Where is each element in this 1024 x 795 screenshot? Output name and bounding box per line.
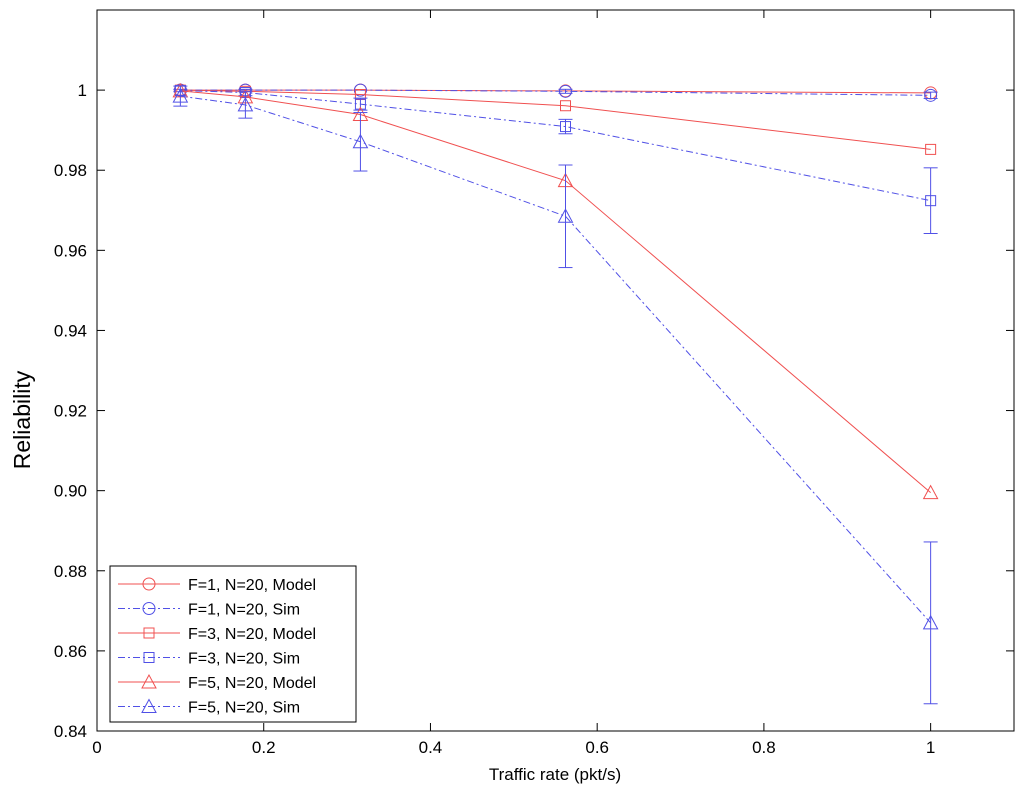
data-point-marker (237, 96, 254, 112)
legend-entry: F=3, N=20, Model (118, 626, 316, 643)
data-point-marker (172, 88, 189, 103)
legend-label: F=5, N=20, Model (188, 675, 316, 692)
x-tick-label: 1 (926, 738, 935, 757)
data-point-marker (353, 83, 367, 97)
legend-label: F=1, N=20, Model (188, 577, 316, 594)
ticks-layer: 0 0.2 0.4 0.6 0.8 1 0.84 0.86 0.88 0.90 0.92 0.94 0.… (54, 10, 1014, 757)
legend-entry: F=5, N=20, Model (118, 673, 316, 692)
legend-label: F=5, N=20, Sim (188, 700, 300, 717)
series-line (180, 95, 932, 624)
y-tick-label: 0.88 (54, 562, 87, 581)
series-6 (172, 85, 939, 705)
y-tick-label: 1 (78, 81, 87, 100)
legend-entry: F=1, N=20, Sim (118, 602, 300, 619)
legend-marker (143, 627, 155, 639)
series-line (180, 89, 931, 96)
data-point-marker (560, 121, 572, 133)
data-point-marker (352, 133, 369, 149)
legend-marker (141, 673, 157, 689)
data-point-marker (922, 484, 939, 500)
legend-label: F=3, N=20, Model (188, 626, 316, 643)
series-4 (173, 85, 938, 235)
data-point-marker (557, 208, 574, 223)
legend-box (109, 565, 357, 723)
legend-entry: F=3, N=20, Sim (118, 651, 300, 668)
y-tick-label: 0.86 (54, 642, 87, 661)
data-point-marker (925, 143, 937, 155)
data-point-marker (924, 88, 938, 102)
data-point-marker (925, 195, 937, 207)
y-axis-title: Reliability (9, 370, 35, 469)
y-tick-label: 0.90 (54, 482, 87, 501)
x-axis-title: Traffic rate (pkt/s) (489, 765, 621, 784)
y-tick-label: 0.94 (54, 321, 87, 340)
legend-marker (143, 652, 155, 663)
series-line (180, 89, 931, 150)
x-tick-label: 0.2 (252, 738, 276, 757)
y-tick-label: 0.96 (54, 241, 87, 260)
x-tick-label: 0 (92, 738, 101, 757)
series-2 (173, 83, 938, 102)
data-point-marker (559, 84, 573, 98)
legend: F=1, N=20, Model F=1, N=20, Sim F=3, N=20,… (109, 565, 357, 723)
series-layer (172, 82, 939, 705)
data-point-marker (354, 98, 366, 110)
x-tick-label: 0.4 (419, 738, 443, 757)
data-point-marker (922, 614, 939, 630)
legend-label: F=1, N=20, Sim (188, 602, 300, 619)
legend-entry: F=1, N=20, Model (118, 577, 316, 594)
series-line (180, 90, 931, 202)
legend-label: F=3, N=20, Sim (188, 651, 300, 668)
y-tick-label: 0.98 (54, 161, 87, 180)
x-tick-label: 0.8 (752, 738, 776, 757)
legend-entry: F=5, N=20, Sim (118, 698, 300, 717)
y-tick-label: 0.92 (54, 402, 87, 421)
legend-marker (142, 602, 156, 615)
x-tick-label: 0.6 (585, 738, 609, 757)
legend-marker (141, 698, 157, 713)
legend-marker (142, 577, 156, 591)
data-point-marker (560, 100, 572, 112)
y-tick-label: 0.84 (54, 722, 87, 741)
